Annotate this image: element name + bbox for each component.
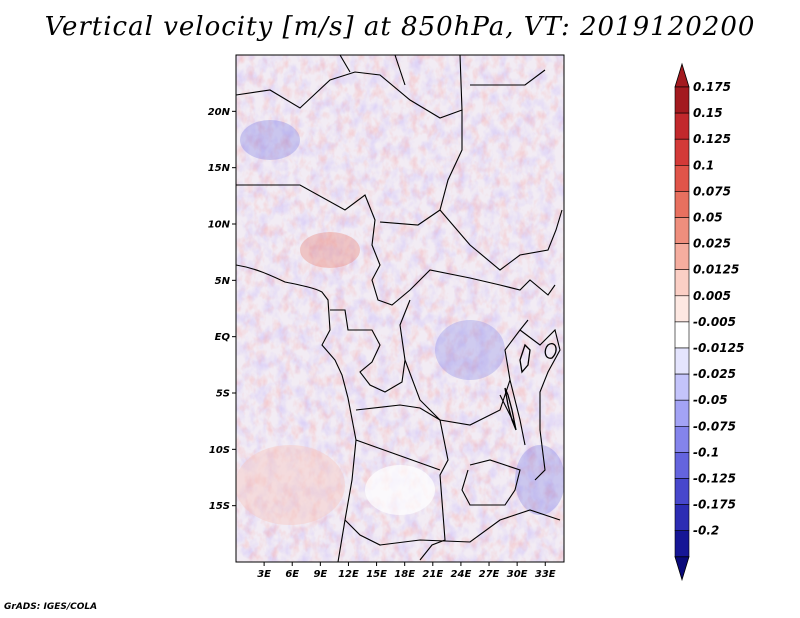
y-tick-label: 10N [208,220,231,231]
chart-svg: 3E 6E 9E 12E 15E 18E 21E 24E 27E 30E 33E 20N 15N 10N… [208,54,744,582]
y-axis: 20N 15N 10N 5N EQ 5S 10S 15S [208,107,236,512]
colorbar-label: -0.05 [693,393,728,407]
colorbar-label: -0.2 [693,524,719,538]
colorbar-label: 0.125 [693,132,731,146]
map-frame [235,54,565,563]
colorbar-label: -0.005 [693,315,736,329]
colorbar-label: -0.075 [693,419,736,433]
chart-title: Vertical velocity [m/s] at 850hPa, VT: 2… [44,12,756,42]
grads-footer: GrADS: IGES/COLA [4,602,98,612]
x-tick-label: 30E [507,569,528,580]
colorbar-label: 0.05 [693,211,723,225]
colorbar-swatch [674,321,690,349]
colorbar-label: 0.1 [693,158,714,172]
colorbar-swatch [674,138,690,166]
colorbar-label: 0.175 [693,80,731,94]
colorbar-label: 0.15 [693,106,723,120]
colorbar-swatch [674,295,690,323]
colorbar-swatch [674,217,690,244]
colorbar-swatch [674,504,690,532]
colorbar-label: -0.175 [693,498,736,512]
x-tick-label: 6E [285,569,299,580]
map-plot-area [236,55,564,562]
colorbar-swatch [674,243,690,271]
y-tick-label: EQ [215,332,231,343]
y-tick-label: 5N [215,276,231,287]
y-tick-label: 15N [208,163,231,174]
colorbar: 0.175 0.15 0.125 0.1 0.075 0.05 0.025 0.0125 0.0… [674,62,744,582]
x-tick-label: 15E [366,569,387,580]
colorbar-swatch [674,373,690,401]
colorbar-swatch [674,86,690,114]
colorbar-label: -0.025 [693,367,736,381]
x-axis: 3E 6E 9E 12E 15E 18E 21E 24E 27E 30E 33E [257,562,556,580]
y-tick-label: 15S [209,501,230,512]
x-tick-label: 9E [313,569,327,580]
x-tick-label: 33E [535,569,556,580]
x-tick-label: 21E [422,569,443,580]
colorbar-swatch [674,452,690,479]
colorbar-arrow-top [674,62,690,88]
colorbar-arrow-bottom [674,556,690,582]
colorbar-label: 0.025 [693,237,731,251]
colorbar-swatch [674,269,690,297]
colorbar-swatch [674,191,690,218]
x-tick-label: 24E [451,569,472,580]
y-tick-label: 10S [209,445,230,456]
x-tick-label: 3E [257,569,271,580]
colorbar-swatch [674,112,690,140]
colorbar-swatch [674,165,690,192]
colorbar-label: -0.1 [693,445,719,459]
x-tick-label: 27E [479,569,500,580]
colorbar-swatch [674,347,690,375]
colorbar-label: -0.0125 [693,341,744,355]
colorbar-label: 0.005 [693,289,731,303]
x-tick-label: 12E [338,569,359,580]
x-tick-label: 18E [394,569,415,580]
colorbar-label: 0.075 [693,184,731,198]
colorbar-swatch [674,530,690,558]
colorbar-swatch [674,478,690,505]
colorbar-label: 0.0125 [693,263,739,277]
colorbar-swatch [674,399,690,427]
colorbar-swatch [674,425,690,453]
y-tick-label: 5S [216,389,230,400]
colorbar-label: -0.125 [693,472,736,486]
y-tick-label: 20N [208,107,231,118]
